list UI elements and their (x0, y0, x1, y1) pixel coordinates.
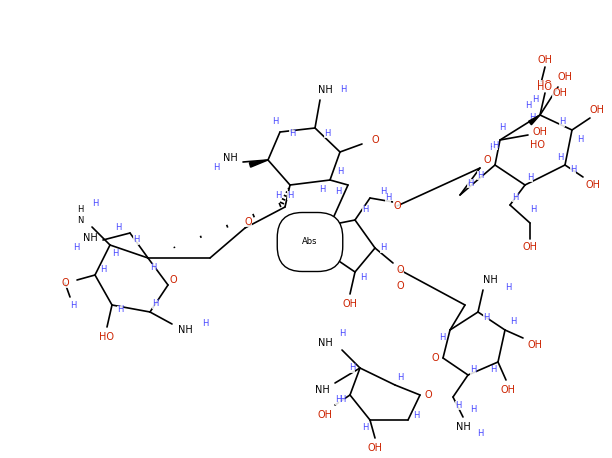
Polygon shape (529, 115, 540, 125)
Text: H: H (117, 305, 123, 315)
Text: H: H (380, 244, 386, 252)
Text: H: H (319, 256, 325, 265)
Text: H: H (477, 429, 483, 437)
Text: H: H (133, 235, 139, 245)
Text: H: H (455, 400, 461, 409)
Text: H: H (360, 273, 366, 282)
Text: OH: OH (553, 88, 567, 98)
Text: H: H (362, 206, 368, 214)
Text: NH: NH (455, 422, 471, 432)
Text: H: H (289, 130, 295, 138)
Text: H: H (337, 168, 343, 176)
Text: NH: NH (177, 325, 192, 335)
Text: NH: NH (223, 153, 237, 163)
Text: OH: OH (532, 127, 548, 137)
Text: O: O (371, 135, 379, 145)
Text: OH: OH (589, 105, 605, 115)
Text: OH: OH (523, 242, 537, 252)
Text: NH: NH (318, 85, 332, 95)
Text: H: H (152, 300, 158, 309)
Text: H: H (275, 191, 281, 200)
Text: H: H (512, 192, 518, 202)
Text: H: H (499, 124, 505, 132)
Text: OH: OH (558, 72, 572, 82)
Text: H: H (73, 244, 79, 252)
Text: NH: NH (315, 385, 329, 395)
Text: H: H (413, 410, 419, 420)
Text: H: H (557, 153, 563, 162)
Text: O: O (393, 201, 401, 211)
Text: H: H (559, 118, 565, 126)
Text: H: H (335, 396, 341, 404)
Text: H: H (397, 372, 403, 382)
Text: H: H (339, 396, 345, 404)
Text: H: H (272, 118, 278, 126)
Text: H: H (385, 193, 391, 202)
Text: O: O (424, 390, 432, 400)
Text: NH: NH (483, 275, 498, 285)
Text: HO: HO (537, 82, 553, 92)
Text: H: H (510, 317, 516, 327)
Text: H: H (470, 365, 476, 375)
Text: H: H (489, 143, 495, 153)
Text: O: O (169, 275, 177, 285)
Text: OH: OH (343, 299, 357, 309)
Text: H
N: H N (77, 205, 83, 225)
Text: H: H (380, 187, 386, 196)
Text: NH: NH (83, 233, 97, 243)
Text: O: O (244, 217, 252, 227)
Text: OH: OH (367, 443, 382, 453)
Text: H: H (492, 141, 498, 149)
Text: OH: OH (528, 340, 542, 350)
Text: OH: OH (586, 180, 600, 190)
Text: OH: OH (501, 385, 515, 395)
Text: H: H (470, 405, 476, 414)
Text: NH: NH (318, 338, 332, 348)
Text: OH: OH (318, 410, 332, 420)
Text: H: H (213, 164, 219, 173)
Text: H: H (529, 113, 535, 121)
Text: H: H (92, 198, 98, 207)
Text: HO: HO (100, 332, 114, 342)
Text: H: H (287, 191, 293, 200)
Text: O: O (318, 215, 326, 225)
Text: H: H (112, 249, 118, 257)
Text: H: H (530, 206, 536, 214)
Text: O: O (431, 353, 439, 363)
Text: H: H (527, 173, 533, 181)
Text: H: H (100, 266, 106, 274)
Text: H: H (467, 179, 473, 187)
Text: Abs: Abs (302, 238, 318, 246)
Text: H: H (349, 364, 355, 372)
Text: O: O (396, 265, 404, 275)
Text: OH: OH (537, 55, 553, 65)
Text: HO: HO (531, 140, 545, 150)
Text: O: O (483, 155, 491, 165)
Text: H: H (362, 424, 368, 432)
Text: H: H (532, 96, 538, 104)
Text: H: H (202, 320, 208, 328)
Text: H: H (150, 263, 156, 273)
Text: H: H (505, 283, 511, 291)
Polygon shape (250, 160, 268, 167)
Text: H: H (70, 300, 76, 310)
Text: H: H (439, 333, 445, 343)
Text: H: H (477, 170, 483, 180)
Text: H: H (324, 129, 330, 137)
Text: H: H (483, 312, 489, 322)
Text: H: H (339, 328, 345, 338)
Text: HO: HO (537, 80, 553, 90)
Text: H: H (115, 224, 121, 233)
Text: H: H (570, 165, 576, 174)
Text: H: H (319, 185, 325, 195)
Text: O: O (396, 281, 404, 291)
Text: H: H (525, 100, 531, 109)
Text: O: O (61, 278, 69, 288)
Text: H: H (340, 86, 346, 94)
Text: H: H (335, 187, 341, 196)
Text: H: H (577, 136, 583, 145)
Text: H: H (490, 365, 496, 375)
